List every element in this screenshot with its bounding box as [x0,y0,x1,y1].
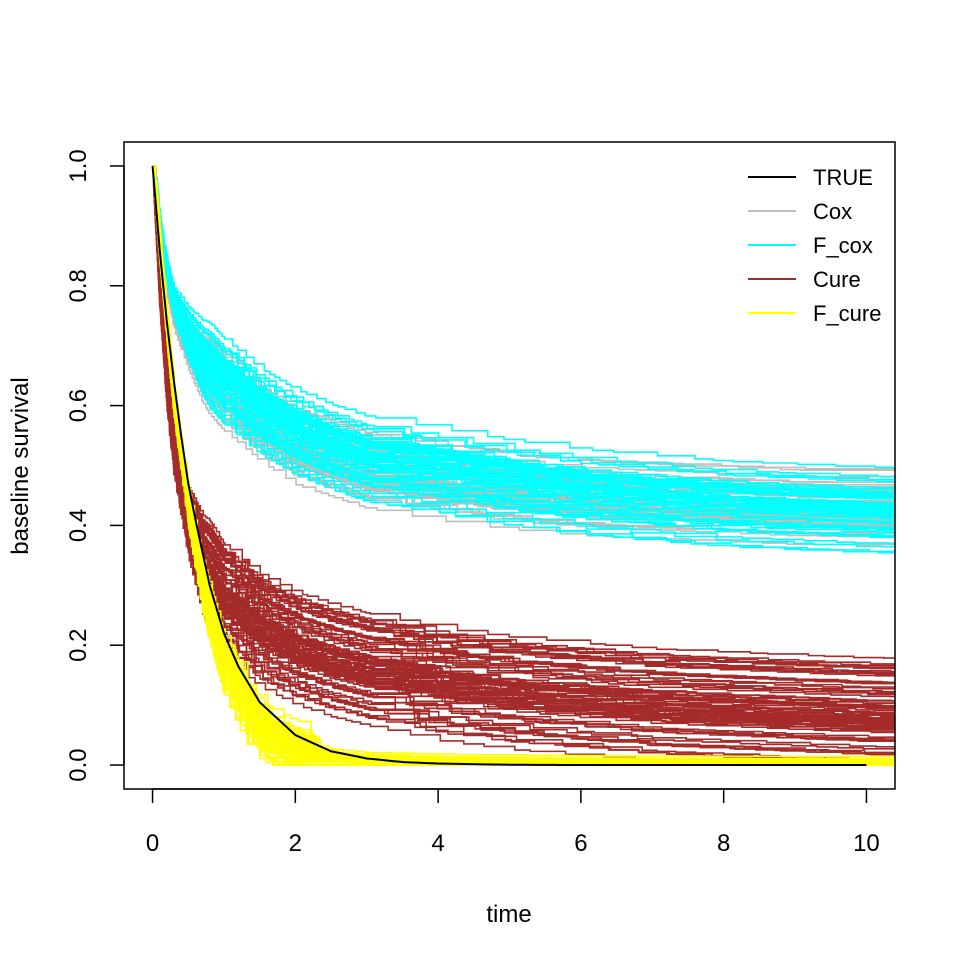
legend-label: F_cure [813,301,881,326]
legend-item-f-cox: F_cox [748,233,873,258]
replicate-line [152,165,895,511]
replicate-line [152,165,895,510]
series-cure [152,165,896,766]
legend-item-cox: Cox [748,199,852,224]
replicate-line [152,165,895,478]
x-tick-label: 0 [146,830,159,857]
legend-label: F_cox [813,233,873,258]
legend-item-true: TRUE [748,165,873,190]
x-axis-title: time [486,901,531,928]
y-axis: 0.0 0.2 0.4 0.6 0.8 1.0 [65,149,125,782]
y-tick-label: 0.6 [65,389,92,422]
replicate-line [152,165,895,496]
replicate-line [152,165,895,530]
y-tick-label: 0.8 [65,269,92,302]
x-tick-label: 8 [717,830,730,857]
legend-label: Cox [813,199,852,224]
series-f-cox [152,165,896,554]
y-axis-title: baseline survival [7,377,34,554]
x-tick-label: 6 [574,830,587,857]
y-tick-label: 0.0 [65,748,92,781]
replicate-line [152,165,895,677]
legend-label: TRUE [813,165,873,190]
y-tick-label: 0.4 [65,509,92,542]
replicate-line [152,165,895,518]
replicate-line [152,165,895,554]
y-tick-label: 1.0 [65,149,92,182]
y-tick-label: 0.2 [65,629,92,662]
replicate-line [152,165,895,469]
x-tick-label: 4 [431,830,444,857]
legend-item-cure: Cure [748,267,861,292]
replicate-line [152,165,895,539]
x-tick-label: 10 [853,830,880,857]
replicate-line [152,165,895,723]
replicate-line [152,165,896,754]
legend-item-f-cure: F_cure [748,301,881,326]
legend-label: Cure [813,267,861,292]
x-tick-label: 2 [289,830,302,857]
replicate-line [152,165,895,481]
series-true [151,165,867,767]
replicate-line [152,165,895,709]
x-axis: 0 2 4 6 8 10 [146,788,880,857]
true-curve [151,165,867,767]
series-layer [151,165,896,767]
legend: TRUE Cox F_cox Cure F_cure [748,165,881,326]
replicate-line [152,165,895,545]
